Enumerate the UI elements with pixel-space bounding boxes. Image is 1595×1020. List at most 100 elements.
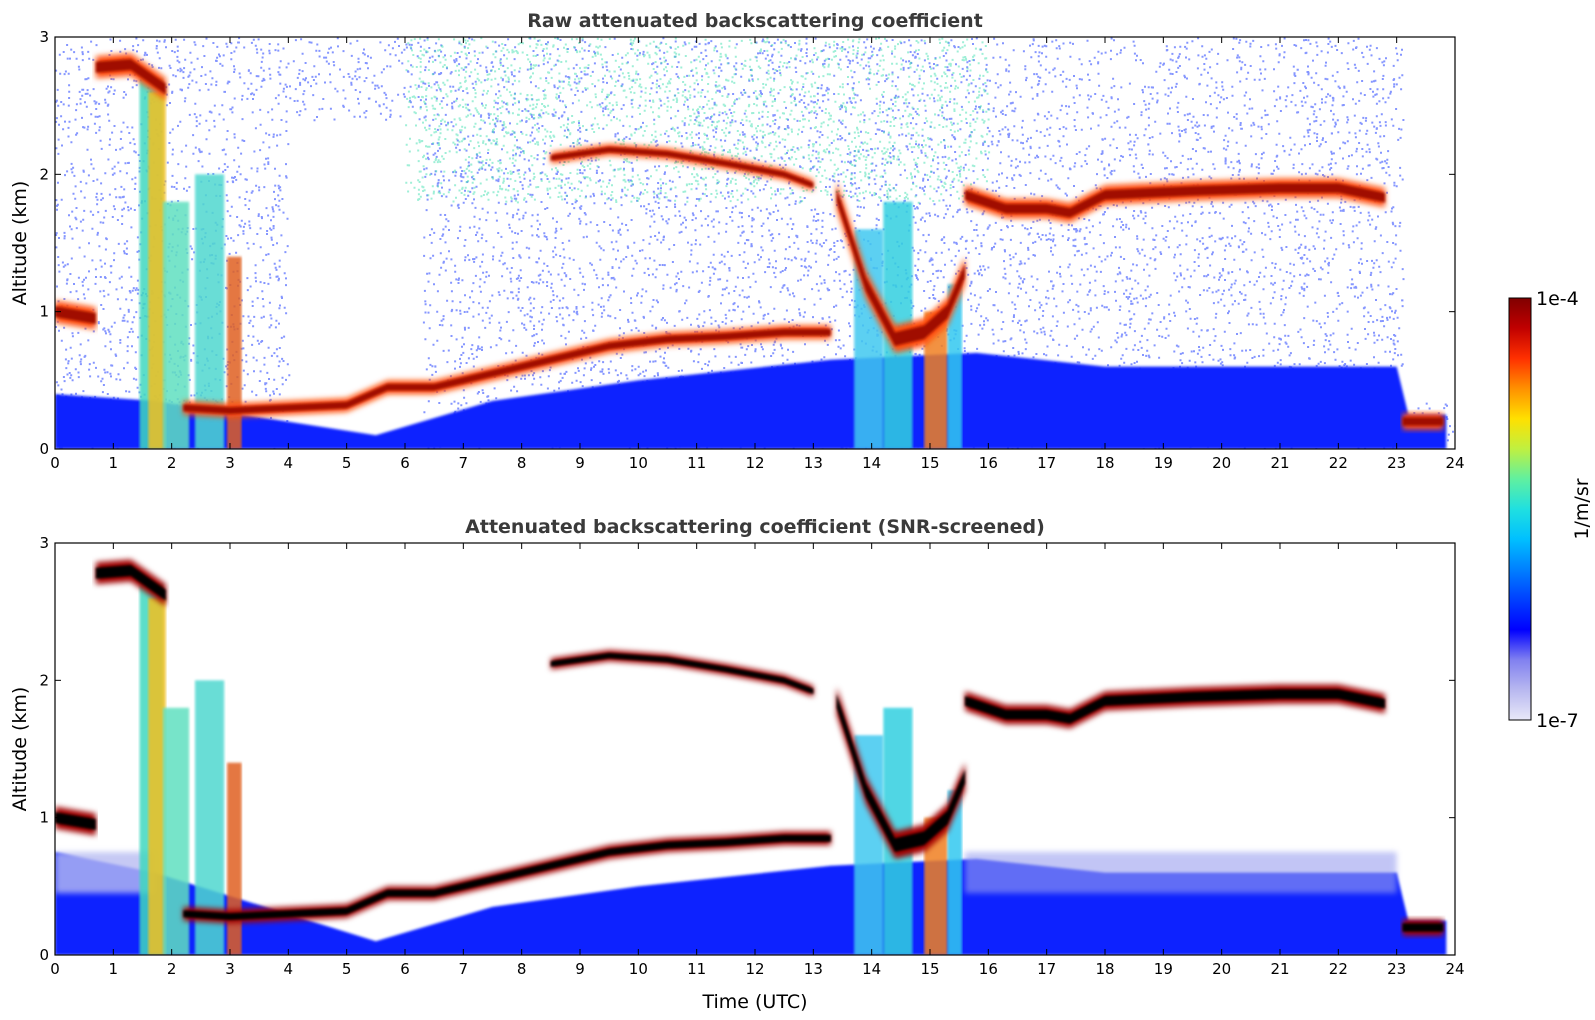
low-cloud-band <box>1402 417 1444 426</box>
faint-aerosol-band <box>965 852 1397 894</box>
panel-screened-x-axis: 0 1 2 3 4 5 6 7 8 9 10 11 12 13 14 15 16 17 18 19 20 21 22 23 24 <box>50 543 1465 978</box>
panel-raw-ylabel: Altitude (km) <box>9 181 31 306</box>
x-tick-label: 18 <box>1095 960 1114 978</box>
panel-screened-title: Attenuated backscattering coefficient (S… <box>465 516 1045 538</box>
x-tick-label: 6 <box>400 960 410 978</box>
fallstreak <box>947 284 963 449</box>
x-tick-label: 19 <box>1154 454 1173 472</box>
x-tick-label: 16 <box>979 454 998 472</box>
panel-screened-xlabel: Time (UTC) <box>701 991 807 1013</box>
x-tick-label: 10 <box>629 454 648 472</box>
noise-speckle <box>405 37 991 204</box>
cloud-band <box>550 652 814 695</box>
x-tick-label: 9 <box>575 960 585 978</box>
cloud-band <box>55 306 96 325</box>
x-tick-label: 4 <box>284 454 294 472</box>
panel-screened: Attenuated backscattering coefficient (S… <box>9 516 1465 1013</box>
x-tick-label: 12 <box>745 454 764 472</box>
broken-cloud-band <box>836 694 965 852</box>
x-tick-label: 24 <box>1445 454 1464 472</box>
boundary-layer-band <box>183 834 831 920</box>
fallstreak <box>227 256 242 449</box>
x-tick-label: 1 <box>109 454 119 472</box>
colorbar-bar <box>1508 297 1532 721</box>
x-tick-label: 9 <box>575 454 585 472</box>
x-tick-label: 0 <box>50 454 60 472</box>
x-tick-label: 23 <box>1387 454 1406 472</box>
boundary-layer-band <box>183 328 831 414</box>
x-tick-label: 16 <box>979 960 998 978</box>
cloud-band <box>550 146 814 189</box>
colorbar-unit-label: 1/m/sr <box>1571 478 1593 539</box>
cloud-band <box>95 564 166 601</box>
cloud-band <box>965 183 1385 218</box>
panel-raw: Raw attenuated backscattering coefficien… <box>9 10 1465 472</box>
x-tick-label: 21 <box>1270 960 1289 978</box>
x-tick-label: 22 <box>1329 454 1348 472</box>
x-tick-label: 2 <box>167 960 177 978</box>
x-tick-label: 2 <box>167 454 177 472</box>
x-tick-label: 23 <box>1387 960 1406 978</box>
y-tick-label: 0 <box>39 440 49 458</box>
x-tick-label: 11 <box>687 454 706 472</box>
panel-screened-y-axis: 0 1 2 3 <box>39 534 1455 964</box>
x-tick-label: 24 <box>1445 960 1464 978</box>
colorbar-min-label: 1e-7 <box>1536 710 1579 732</box>
x-tick-label: 22 <box>1329 960 1348 978</box>
panel-screened-layers <box>55 559 1447 955</box>
x-tick-label: 14 <box>862 960 881 978</box>
panel-screened-ylabel: Altitude (km) <box>9 687 31 812</box>
x-tick-label: 5 <box>342 960 352 978</box>
cloud-band <box>95 58 166 95</box>
x-tick-label: 13 <box>804 960 823 978</box>
x-tick-label: 3 <box>225 454 235 472</box>
panel-raw-heatmap <box>55 37 1455 449</box>
panel-raw-layers <box>55 53 1447 449</box>
x-tick-label: 4 <box>284 960 294 978</box>
panel-raw-y-axis: 0 1 2 3 <box>39 28 1455 458</box>
x-tick-label: 12 <box>745 960 764 978</box>
fallstreak <box>924 311 948 449</box>
x-tick-label: 14 <box>862 454 881 472</box>
x-tick-label: 8 <box>517 960 527 978</box>
x-tick-label: 6 <box>400 454 410 472</box>
x-tick-label: 20 <box>1212 960 1231 978</box>
y-tick-label: 2 <box>39 165 49 183</box>
x-tick-label: 8 <box>517 454 527 472</box>
x-tick-label: 3 <box>225 960 235 978</box>
x-tick-label: 17 <box>1037 454 1056 472</box>
colorbar-max-label: 1e-4 <box>1536 288 1579 310</box>
panel-raw-x-axis: 0 1 2 3 4 5 6 7 8 9 10 11 12 13 14 15 16 17 18 19 20 21 22 23 24 <box>50 37 1465 472</box>
fallstreak <box>148 91 166 449</box>
x-tick-label: 21 <box>1270 454 1289 472</box>
x-tick-label: 5 <box>342 454 352 472</box>
y-tick-label: 0 <box>39 946 49 964</box>
y-tick-label: 2 <box>39 671 49 689</box>
x-tick-label: 19 <box>1154 960 1173 978</box>
y-tick-label: 1 <box>39 809 49 827</box>
cloud-band <box>55 812 96 831</box>
colorbar: 1e-4 1e-7 1/m/sr <box>1508 288 1593 732</box>
surface-aerosol-region <box>55 352 1447 449</box>
broken-cloud-band <box>836 188 965 346</box>
fallstreak <box>924 817 948 955</box>
x-tick-label: 15 <box>920 454 939 472</box>
fallstreak <box>227 762 242 955</box>
panel-screened-heatmap <box>55 543 1455 955</box>
x-tick-label: 18 <box>1095 454 1114 472</box>
y-tick-label: 3 <box>39 534 49 552</box>
x-tick-label: 17 <box>1037 960 1056 978</box>
x-tick-label: 20 <box>1212 454 1231 472</box>
low-cloud-band <box>1402 923 1444 932</box>
cloud-band <box>965 689 1385 724</box>
faint-aerosol-band <box>55 852 155 894</box>
x-tick-label: 11 <box>687 960 706 978</box>
x-tick-label: 1 <box>109 960 119 978</box>
fallstreak <box>947 790 963 955</box>
x-tick-label: 10 <box>629 960 648 978</box>
x-tick-label: 7 <box>459 960 469 978</box>
panel-raw-title: Raw attenuated backscattering coefficien… <box>527 10 983 32</box>
y-tick-label: 3 <box>39 28 49 46</box>
y-tick-label: 1 <box>39 303 49 321</box>
